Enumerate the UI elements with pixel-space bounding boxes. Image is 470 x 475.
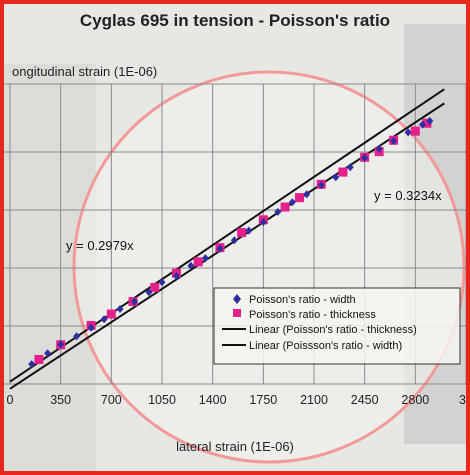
data-point-width: [145, 288, 153, 297]
x-tick-label: 2800: [401, 393, 429, 407]
x-tick-label: 1400: [199, 393, 227, 407]
data-point-thickness: [34, 355, 44, 365]
data-point-width: [346, 163, 354, 172]
x-tick-label: 1050: [148, 393, 176, 407]
x-tick-label: 2450: [351, 393, 379, 407]
trend-lines: [9, 88, 445, 390]
data-point-width: [426, 116, 434, 125]
data-point-width: [100, 315, 108, 324]
equation-thickness: y = 0.2979x: [66, 238, 134, 253]
y-axis-label: ongitudinal strain (1E-06): [12, 64, 157, 79]
legend: Poisson's ratio - width Poisson's ratio …: [213, 287, 461, 365]
data-point-width: [172, 272, 180, 281]
data-point-width: [390, 136, 398, 145]
data-point-width: [158, 278, 166, 287]
data-point-width: [187, 261, 195, 270]
data-point-thickness: [295, 193, 305, 203]
data-point-thickness: [150, 282, 160, 292]
data-point-width: [361, 153, 369, 162]
data-point-width: [245, 226, 253, 235]
data-point-width: [332, 173, 340, 182]
x-tick-label: 350: [50, 393, 71, 407]
data-point-width: [317, 181, 325, 190]
data-point-width: [274, 207, 282, 216]
data-point-thickness: [106, 309, 116, 319]
x-tick-label: 2100: [300, 393, 328, 407]
data-point-thickness: [193, 257, 203, 267]
data-point-width: [44, 349, 52, 358]
data-point-thickness: [410, 126, 420, 136]
data-point-width: [375, 144, 383, 153]
legend-marker-width: [233, 294, 241, 304]
data-point-width: [419, 120, 427, 129]
x-tick-labels: 0 350 700 1050 1400 1750 2100 2450 2800 31: [7, 393, 466, 407]
legend-label-thickness: Poisson's ratio - thickness: [249, 309, 376, 321]
data-point-width: [73, 332, 81, 341]
data-point-width: [201, 254, 209, 263]
data-point-width: [130, 297, 138, 306]
legend-marker-thickness: [233, 309, 241, 317]
legend-label-width: Poisson's ratio - width: [249, 294, 356, 306]
data-point-width: [404, 128, 412, 137]
data-point-thickness: [237, 228, 247, 238]
data-point-width: [288, 198, 296, 207]
x-tick-label: 0: [7, 393, 14, 407]
equation-width: y = 0.3234x: [374, 188, 442, 203]
trend-line-thickness: [9, 88, 445, 383]
x-axis-label: lateral strain (1E-06): [176, 439, 294, 454]
data-point-width: [28, 360, 36, 369]
grid-lines: [4, 83, 466, 385]
x-tick-label: 1750: [249, 393, 277, 407]
legend-label-trend-width: Linear (Poissson's ratio - width): [249, 340, 402, 352]
data-point-width: [230, 236, 238, 245]
x-tick-label: 31: [459, 393, 466, 407]
poissons-ratio-chart: 0 350 700 1050 1400 1750 2100 2450 2800 31 y = 0.…: [4, 4, 466, 471]
data-point-width: [303, 190, 311, 199]
legend-label-trend-thickness: Linear (Poisson's ratio - thickness): [249, 324, 417, 336]
chart-title: Cyglas 695 in tension - Poisson's ratio: [80, 11, 390, 30]
data-point-thickness: [422, 118, 432, 128]
trend-line-width: [9, 102, 445, 390]
data-point-width: [216, 244, 224, 253]
data-marks: [28, 116, 434, 369]
data-point-width: [116, 304, 124, 313]
data-point-width: [259, 218, 267, 227]
data-point-thickness: [338, 167, 348, 177]
legend-box: [213, 287, 461, 365]
data-point-thickness: [280, 202, 290, 212]
x-tick-label: 700: [101, 393, 122, 407]
data-point-width: [87, 323, 95, 332]
data-point-width: [57, 340, 65, 349]
